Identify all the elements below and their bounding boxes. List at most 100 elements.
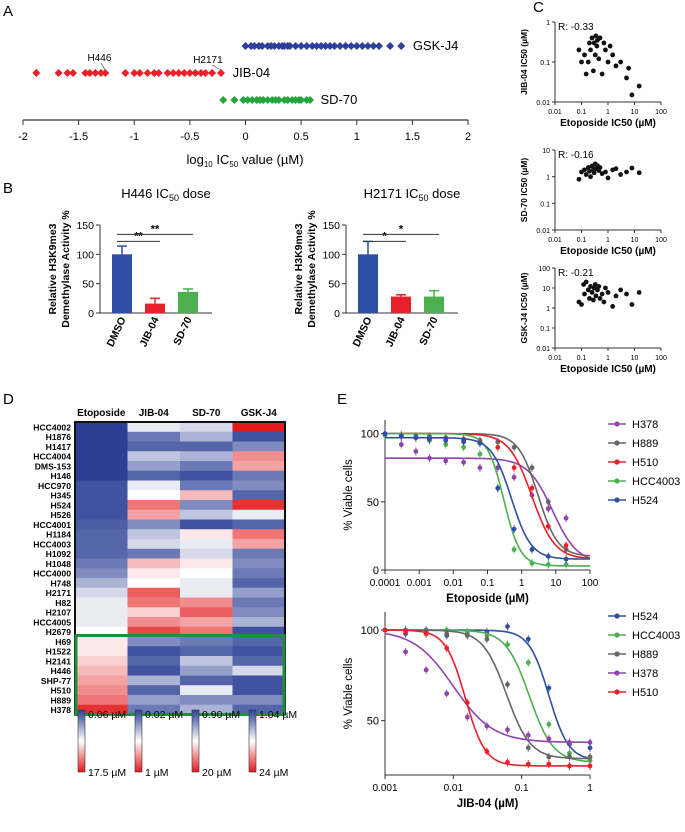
c4-point-9 [591, 170, 597, 176]
c4-point-20 [618, 172, 624, 177]
e8-point-0-8 [546, 685, 552, 691]
panel-c-jib04-scatter: 0.01 0.1 1 0.01 0.1 1 10 100 R: -0.33 Etoposide I… [519, 20, 667, 129]
b2-ytick-label-2: 100 [322, 249, 340, 261]
c4-ytick-label-1: 0.1 [540, 201, 550, 208]
c3-point-23 [618, 59, 624, 65]
d-row-label-18: H82 [55, 598, 71, 608]
d-column-header-3: GSK-J4 [241, 408, 278, 419]
b1-ytick-label-1: 50 [82, 279, 94, 291]
d-row-label-17: H2171 [46, 588, 72, 598]
a-point-jib-04-13 [150, 69, 159, 77]
d-cell-17-3 [232, 587, 286, 598]
annotation-h2171: H2171 [193, 55, 223, 66]
e7-point-3-11 [563, 562, 569, 567]
e8-point-0-7 [525, 636, 531, 642]
e8-point-2-4 [464, 633, 470, 638]
c3-point-9 [591, 40, 597, 46]
a-point-gsk-j4-27 [363, 42, 372, 50]
e8-point-4-3 [444, 645, 450, 651]
c3-point-12 [594, 43, 600, 49]
c3-point-4 [585, 59, 591, 65]
c3-point-15 [597, 35, 603, 41]
d-row-label-6: HCC970 [38, 481, 71, 491]
e7-point-1-8 [511, 444, 517, 450]
d-row-label-25: H446 [50, 666, 71, 676]
a-point-gsk-j4-2 [250, 42, 259, 50]
c3-x-axis-title: Etoposide IC50 (µM) [560, 118, 656, 129]
d-cell-20-0 [75, 617, 128, 628]
d-cell-23-1 [127, 646, 181, 657]
c4-point-23 [636, 170, 642, 176]
e7-point-0-4 [443, 458, 449, 464]
b1-ytick-label-0: 0 [88, 308, 94, 320]
b1-bar-2 [178, 291, 198, 313]
d-row-label-11: H1184 [46, 530, 71, 540]
a-point-gsk-j4-16 [308, 42, 317, 50]
d-cell-1-3 [232, 431, 286, 442]
a-point-gsk-j4-13 [291, 42, 300, 50]
e8-point-4-5 [484, 749, 490, 754]
d-row-label-1: H1876 [46, 432, 72, 442]
c5-ytick-label-3: 10 [542, 286, 550, 293]
d-row-label-7: H345 [50, 491, 71, 501]
panel-label-a: A [3, 3, 13, 20]
d-row-label-9: H526 [50, 510, 71, 520]
e7-point-3-4 [443, 442, 449, 447]
a-point-sd-70-17 [297, 96, 306, 104]
c3-ytick-label-2: 1 [546, 20, 550, 27]
c5-point-8 [589, 290, 595, 295]
c5-point-1 [579, 302, 584, 307]
e7-point-0-1 [398, 442, 404, 447]
c5-xtick-label-3: 10 [631, 355, 639, 362]
e8-point-4-8 [546, 761, 552, 767]
c5-ytick-label-2: 1 [546, 306, 550, 313]
d-cell-5-1 [127, 470, 181, 481]
c5-y-axis-title: GSK-J4 IC50 (µM) [519, 272, 529, 343]
e7-point-0-3 [427, 455, 432, 461]
a-point-gsk-j4-22 [336, 42, 345, 50]
d-cell-8-0 [75, 500, 128, 511]
d-column-header-0: Etoposide [77, 408, 126, 419]
c4-point-17 [605, 175, 611, 181]
c3-point-18 [603, 47, 608, 53]
d-row-label-19: H2107 [46, 608, 72, 618]
d-cell-12-0 [75, 539, 128, 550]
e7-point-1-11 [563, 547, 569, 552]
e7-legend-label-3: HCC4003 [632, 476, 680, 488]
d-cell-4-2 [180, 461, 233, 472]
d-cell-25-3 [232, 665, 286, 676]
c5-point-3 [582, 291, 587, 297]
e8-legend-marker-4 [614, 689, 620, 695]
e8-xtick-label-3: 1 [587, 783, 593, 794]
a-leader-h446 [100, 62, 106, 71]
e8-point-3-3 [444, 691, 450, 696]
e7-point-4-11 [563, 556, 569, 562]
d-cell-19-1 [127, 607, 181, 618]
d-cell-7-1 [127, 490, 181, 501]
a-point-jib-04-24 [217, 69, 226, 77]
c3-point-6 [588, 47, 593, 53]
d-cell-12-3 [232, 539, 286, 550]
c4-point-14 [597, 165, 603, 170]
e7-point-4-7 [495, 485, 501, 491]
d-cell-25-1 [127, 665, 181, 676]
c3-ytick-label-0: 0.01 [536, 100, 550, 107]
b1-bar-0 [112, 254, 132, 313]
d-row-label-26: SHP-77 [41, 676, 71, 686]
a-point-jib-04-5 [85, 69, 94, 77]
e8-point-3-8 [546, 736, 552, 742]
d-cell-24-1 [127, 656, 181, 667]
c5-ytick-label-4: 100 [538, 266, 550, 273]
a-point-jib-04-14 [154, 69, 163, 77]
a-point-gsk-j4-18 [317, 42, 326, 50]
e8-point-2-10 [587, 754, 593, 760]
d-cell-29-1 [127, 704, 181, 715]
e7-xtick-label-5: 10 [550, 578, 562, 589]
c5-point-11 [592, 282, 598, 287]
e8-point-1-7 [525, 660, 531, 666]
e7-xtick-label-3: 0.1 [481, 578, 495, 589]
b1-bar-1 [145, 303, 165, 313]
e7-point-4-3 [427, 436, 432, 442]
d-scale-high-3: 24 µM [259, 767, 288, 779]
a-tick-label-2: -1 [129, 131, 139, 143]
